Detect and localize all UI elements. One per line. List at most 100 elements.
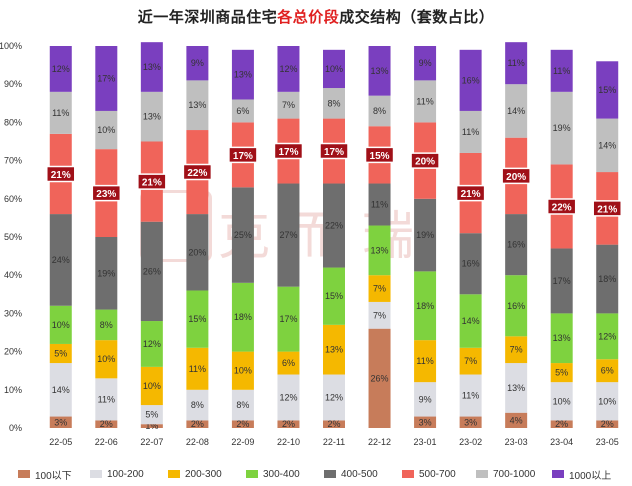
data-label: 19% bbox=[553, 123, 571, 133]
bar-segment bbox=[414, 198, 437, 272]
x-tick-label: 23-03 bbox=[505, 437, 528, 447]
y-tick-label: 90% bbox=[4, 79, 22, 89]
legend-item: 100以下 bbox=[18, 466, 72, 482]
data-label: 8% bbox=[236, 400, 249, 410]
data-label: 13% bbox=[553, 333, 571, 343]
data-label: 2% bbox=[555, 419, 568, 429]
data-label: 13% bbox=[325, 345, 343, 355]
chart-legend: 100以下 100-200 200-300 300-400 400-500 500-700… bbox=[18, 466, 630, 482]
highlight-label-box bbox=[546, 198, 577, 215]
x-tick-label: 22-08 bbox=[186, 437, 209, 447]
highlight-label-box bbox=[410, 152, 440, 169]
legend-label: 100以下 bbox=[35, 470, 72, 482]
bar-segment bbox=[505, 363, 528, 413]
bar-segment bbox=[95, 237, 118, 310]
bar-segment bbox=[231, 49, 254, 100]
bar-segment bbox=[596, 61, 619, 119]
legend-label: 100-200 bbox=[107, 468, 144, 480]
bar-segment bbox=[49, 91, 72, 134]
bar-segment bbox=[459, 347, 482, 375]
bar-segment bbox=[414, 271, 437, 341]
bar-segment bbox=[550, 420, 573, 428]
bar-segment bbox=[277, 420, 300, 428]
data-label: 26% bbox=[371, 373, 389, 383]
bar-segment bbox=[459, 110, 482, 153]
data-label: 11% bbox=[553, 66, 570, 76]
bar-segment bbox=[277, 351, 300, 375]
bar-segment bbox=[368, 301, 391, 329]
bar-segment bbox=[95, 110, 118, 150]
bar-segment bbox=[140, 424, 163, 428]
legend-item: 400-500 bbox=[324, 466, 378, 482]
data-label: 12% bbox=[325, 392, 343, 402]
data-label: 15% bbox=[598, 85, 616, 95]
data-label: 12% bbox=[279, 64, 297, 74]
bar-segment bbox=[277, 46, 300, 92]
bar-segment bbox=[550, 91, 573, 165]
bar-segment bbox=[323, 324, 345, 375]
legend-label: 300-400 bbox=[263, 468, 300, 480]
legend-swatch bbox=[324, 470, 336, 478]
data-label: 7% bbox=[373, 284, 386, 294]
data-label: 11% bbox=[98, 394, 115, 404]
data-label: 21% bbox=[461, 189, 481, 200]
bar-segment bbox=[277, 374, 300, 421]
bar-segment bbox=[459, 416, 482, 428]
y-tick-label: 80% bbox=[4, 117, 22, 127]
highlight-label-box bbox=[592, 200, 622, 217]
x-tick-label: 22-10 bbox=[277, 437, 300, 447]
data-label: 24% bbox=[52, 255, 70, 265]
bar-segment bbox=[323, 374, 345, 421]
bar-segment bbox=[140, 321, 163, 367]
data-label: 5% bbox=[54, 349, 67, 359]
bar-segment bbox=[368, 225, 391, 276]
bar-segment bbox=[231, 99, 254, 123]
data-label: 17% bbox=[278, 147, 298, 158]
bar-segment bbox=[95, 46, 118, 111]
legend-swatch bbox=[552, 470, 564, 478]
data-label: 13% bbox=[234, 70, 252, 80]
bar-segment bbox=[550, 382, 573, 421]
data-label: 19% bbox=[97, 268, 115, 278]
chart-title-prefix: 近一年深圳商品住宅 bbox=[137, 9, 278, 26]
highlight-label-box bbox=[182, 163, 213, 181]
data-label: 19% bbox=[416, 230, 434, 240]
data-label: 16% bbox=[462, 75, 480, 85]
data-label: 2% bbox=[191, 419, 204, 429]
legend-swatch bbox=[246, 470, 258, 478]
bar-segment bbox=[550, 313, 573, 364]
data-label: 12% bbox=[598, 331, 616, 341]
data-label: 12% bbox=[279, 392, 297, 402]
data-label: 10% bbox=[598, 396, 616, 406]
data-label: 9% bbox=[419, 394, 432, 404]
data-label: 15% bbox=[325, 291, 343, 301]
bar-segment bbox=[414, 340, 437, 383]
bar-segment bbox=[49, 363, 72, 417]
bar-segment bbox=[95, 340, 118, 379]
data-label: 13% bbox=[371, 245, 389, 255]
bar-segment bbox=[95, 309, 118, 341]
bar-segment bbox=[596, 118, 619, 173]
data-label: 4% bbox=[510, 415, 523, 425]
data-label: 13% bbox=[371, 66, 389, 76]
data-label: 8% bbox=[327, 98, 340, 108]
bar-segment bbox=[140, 91, 163, 142]
bar-segment bbox=[596, 313, 619, 360]
bar-segment bbox=[505, 412, 528, 428]
bar-segment bbox=[596, 420, 619, 428]
data-label: 11% bbox=[507, 58, 524, 68]
legend-label: 200-300 bbox=[185, 468, 222, 480]
bar-segment bbox=[550, 49, 573, 92]
data-label: 9% bbox=[191, 58, 204, 68]
bar-segment bbox=[231, 187, 254, 283]
bar-segment bbox=[459, 49, 482, 111]
data-label: 6% bbox=[282, 358, 295, 368]
bar-segment bbox=[368, 183, 391, 226]
data-label: 10% bbox=[97, 125, 115, 135]
data-label: 18% bbox=[598, 274, 616, 284]
data-label: 20% bbox=[506, 172, 526, 183]
bar-segment bbox=[505, 42, 528, 85]
data-label: 1% bbox=[145, 421, 158, 431]
data-label: 3% bbox=[464, 417, 477, 427]
bar-segment bbox=[186, 389, 209, 421]
